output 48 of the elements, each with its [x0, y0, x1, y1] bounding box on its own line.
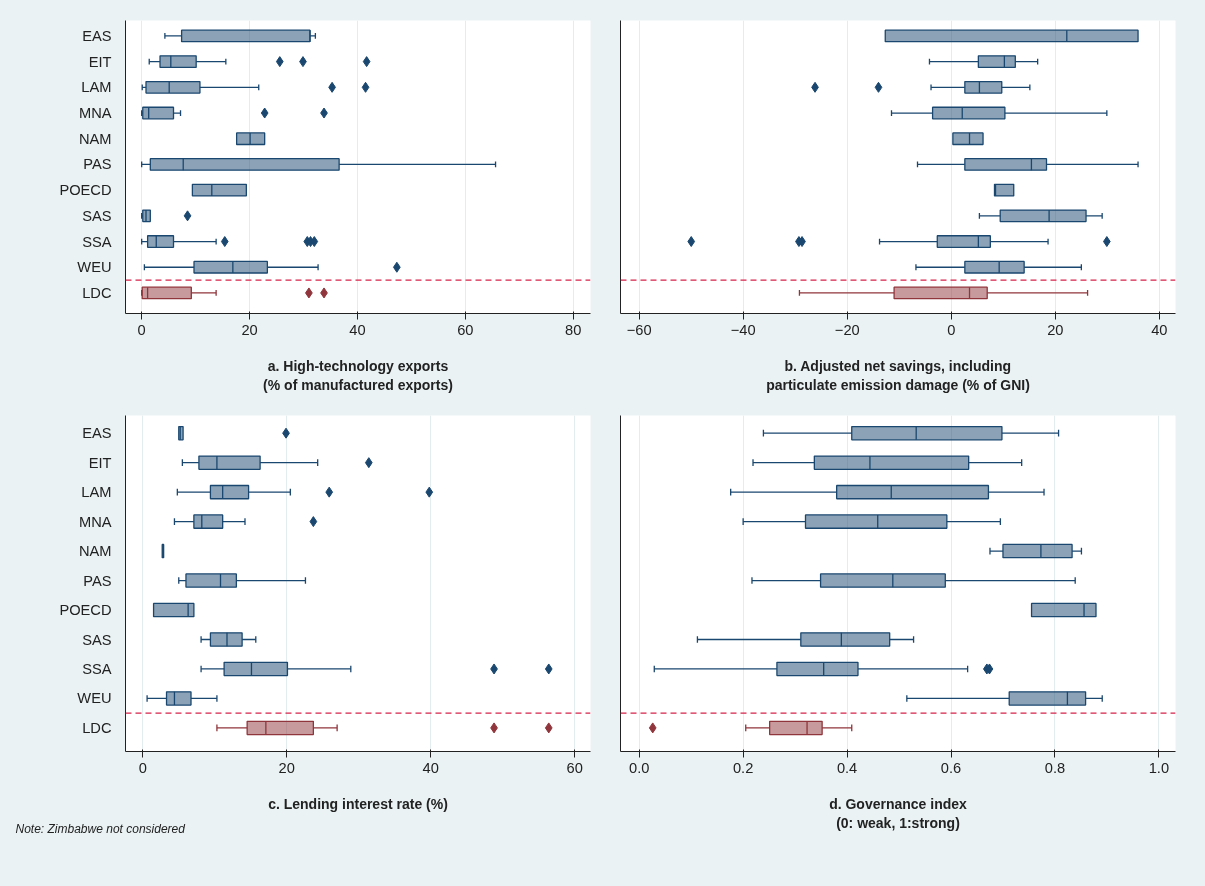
x-tick-label: 0.6: [940, 759, 962, 776]
y-tick-label: EIT: [88, 53, 112, 70]
x-tick-label: 0: [137, 321, 146, 338]
y-tick-label: WEU: [77, 690, 112, 707]
x-axis-title: c. Lending interest rate (%): [268, 795, 448, 812]
y-tick-label: NAM: [78, 130, 112, 147]
x-tick-label: −20: [834, 321, 860, 338]
x-tick-label: 40: [1151, 321, 1168, 338]
y-tick-label: SSA: [82, 233, 112, 250]
x-tick-label: 60: [566, 759, 583, 776]
y-tick-label: SSA: [82, 660, 112, 677]
y-tick-label: EAS: [82, 425, 112, 442]
y-tick-label: LAM: [81, 79, 112, 96]
y-tick-label: SAS: [82, 631, 112, 648]
text: Note: Zimbabwe not considered: [15, 821, 186, 836]
x-axis-title: b. Adjusted net savings, including particulate emission damage (% of GNI): [766, 357, 1030, 393]
x-axis-title: a. High-technology exports (% of manufactured exports): [263, 357, 453, 393]
x-tick-label: 0.4: [836, 759, 858, 776]
x-tick-label: −40: [730, 321, 756, 338]
y-tick-label: LDC: [82, 719, 112, 736]
y-tick-label: LDC: [82, 284, 112, 301]
x-axis-title: d. Governance index (0: weak, 1:strong): [829, 795, 968, 831]
y-tick-label: PAS: [83, 572, 112, 589]
y-tick-label: MNA: [78, 105, 112, 122]
x-tick-label: 40: [349, 321, 366, 338]
x-tick-label: 0: [138, 759, 147, 776]
x-tick-label: 60: [457, 321, 474, 338]
x-tick-label: 80: [565, 321, 582, 338]
x-tick-label: 20: [1047, 321, 1064, 338]
x-tick-label: 0.2: [732, 759, 754, 776]
x-tick-label: −60: [626, 321, 652, 338]
x-tick-label: 40: [422, 759, 439, 776]
y-tick-label: WEU: [77, 259, 112, 276]
x-tick-label: 0: [947, 321, 956, 338]
y-tick-label: LAM: [81, 484, 112, 501]
y-tick-label: POECD: [59, 182, 112, 199]
x-tick-label: 0.0: [629, 759, 650, 776]
y-tick-label: SAS: [82, 207, 112, 224]
y-tick-label: PAS: [83, 156, 112, 173]
x-tick-label: 0.8: [1044, 759, 1066, 776]
x-tick-label: 20: [278, 759, 295, 776]
y-tick-label: EIT: [88, 454, 112, 471]
y-tick-label: POECD: [59, 602, 112, 619]
y-tick-label: NAM: [78, 543, 112, 560]
y-tick-label: MNA: [78, 513, 112, 530]
y-tick-label: EAS: [82, 27, 112, 44]
x-tick-label: 20: [241, 321, 258, 338]
x-tick-label: 1.0: [1148, 759, 1170, 776]
